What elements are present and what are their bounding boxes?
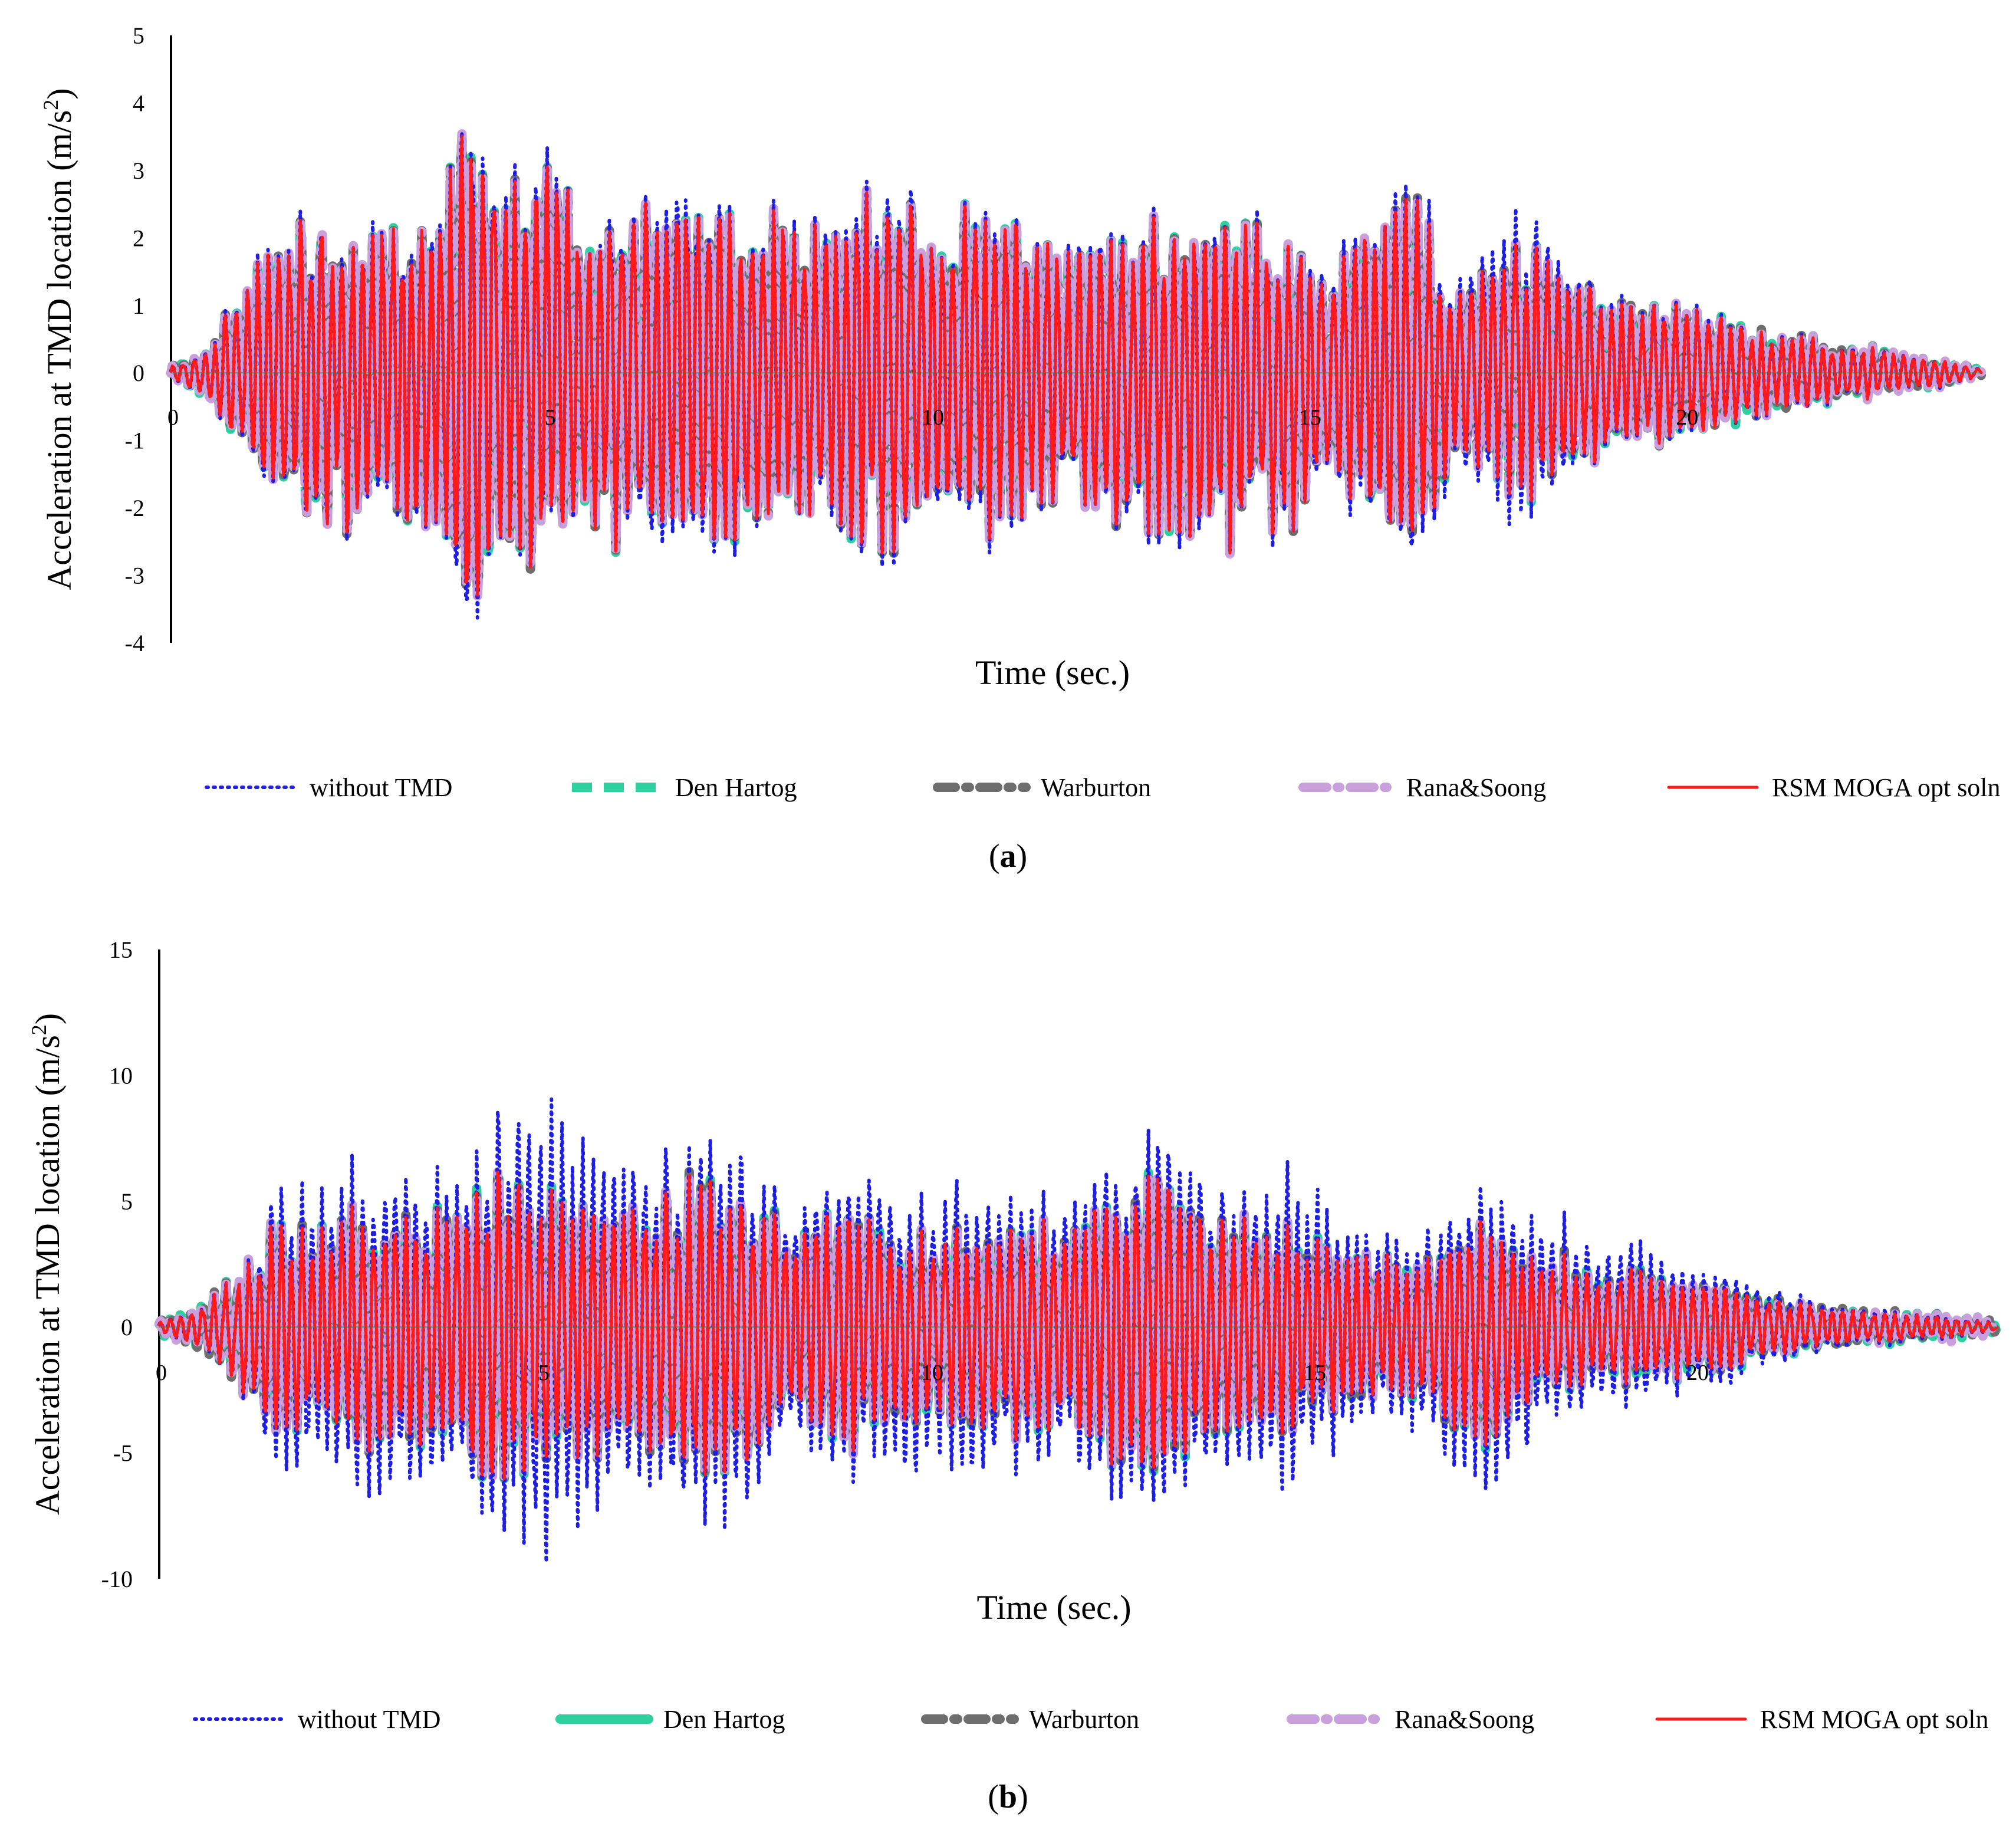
legend-label: without TMD bbox=[310, 773, 452, 802]
y-tick-label: 1 bbox=[133, 293, 144, 319]
y-tick-label: -1 bbox=[125, 428, 144, 454]
legend-item: without TMD bbox=[193, 1705, 440, 1734]
caption-b: (b) bbox=[988, 1779, 1028, 1815]
chart-panel-a: -4 -3 -2 -1 0 1 2 3 4 5 0 5 10 15 20 Time (sec.) Acceler… bbox=[0, 0, 2016, 896]
legend-label: Rana&Soong bbox=[1395, 1705, 1534, 1734]
x-tick-label: 15 bbox=[1299, 405, 1321, 430]
legend-label: Warburton bbox=[1041, 773, 1151, 802]
legend-item: Rana&Soong bbox=[1287, 1705, 1534, 1734]
x-tick-label: 0 bbox=[156, 1361, 167, 1385]
x-tick-label: 20 bbox=[1686, 1361, 1709, 1385]
legend-label: Rana&Soong bbox=[1406, 773, 1546, 802]
x-tick-label: 20 bbox=[1676, 405, 1698, 430]
series-line-rsm-moga-opt-soln bbox=[169, 134, 1983, 597]
legend-item: Den Hartog bbox=[555, 1705, 785, 1734]
legend-item: Warburton bbox=[933, 773, 1151, 802]
y-tick-label: 10 bbox=[109, 1062, 133, 1089]
y-axis-title: Acceleration at TMD location (m/s2) bbox=[39, 88, 78, 590]
y-tick-label: -10 bbox=[101, 1566, 133, 1592]
y-tick-label: 2 bbox=[133, 225, 144, 251]
legend-label: Warburton bbox=[1029, 1705, 1139, 1734]
y-tick-label: 15 bbox=[109, 937, 133, 963]
legend-item: RSM MOGA opt soln bbox=[1667, 773, 2001, 802]
x-tick-label: 15 bbox=[1304, 1361, 1326, 1385]
x-tick-label: 10 bbox=[921, 1361, 943, 1385]
y-tick-label: 3 bbox=[133, 157, 144, 184]
y-tick-label: -5 bbox=[113, 1440, 133, 1467]
series-line-rsm-moga-opt-soln bbox=[157, 1171, 1998, 1480]
x-axis-title: Time (sec.) bbox=[976, 1588, 1131, 1627]
y-tick-label: -3 bbox=[125, 563, 144, 589]
y-tick-label: 4 bbox=[133, 90, 144, 116]
legend-label: without TMD bbox=[298, 1705, 440, 1734]
x-tick-label: 5 bbox=[538, 1361, 550, 1385]
caption-a: (a) bbox=[988, 838, 1028, 875]
y-tick-label: -4 bbox=[125, 630, 144, 656]
x-tick-label: 10 bbox=[922, 405, 944, 430]
legend-item: RSM MOGA opt soln bbox=[1655, 1705, 1989, 1734]
x-axis-title: Time (sec.) bbox=[975, 653, 1130, 692]
legend-label: RSM MOGA opt soln bbox=[1772, 773, 2001, 802]
x-tick-label: 0 bbox=[167, 405, 179, 430]
x-tick-label: 5 bbox=[545, 405, 556, 430]
legend-item: Den Hartog bbox=[572, 773, 797, 802]
y-tick-label: 5 bbox=[133, 22, 144, 49]
chart-panel-b: -10 -5 0 5 10 15 0 5 10 15 20 Time (sec.) Accelerati… bbox=[0, 920, 2016, 1840]
chart-b-svg: -10 -5 0 5 10 15 0 5 10 15 20 Time (sec.) Accelerati… bbox=[27, 937, 2001, 1734]
y-tick-label: 0 bbox=[133, 360, 144, 386]
chart-a-svg: -4 -3 -2 -1 0 1 2 3 4 5 0 5 10 15 20 Time (sec.) Acceler… bbox=[39, 22, 2001, 802]
legend-item: Warburton bbox=[921, 1705, 1139, 1734]
legend-item: Rana&Soong bbox=[1298, 773, 1546, 802]
y-tick-label: 0 bbox=[121, 1314, 133, 1340]
legend-item: without TMD bbox=[205, 773, 452, 802]
legend-label: Den Hartog bbox=[675, 773, 797, 802]
legend-label: Den Hartog bbox=[663, 1705, 785, 1734]
y-tick-label: 5 bbox=[121, 1188, 133, 1215]
legend-label: RSM MOGA opt soln bbox=[1760, 1705, 1989, 1734]
y-tick-label: -2 bbox=[125, 495, 144, 521]
y-axis-title: Acceleration at TMD location (m/s2) bbox=[27, 1013, 67, 1515]
